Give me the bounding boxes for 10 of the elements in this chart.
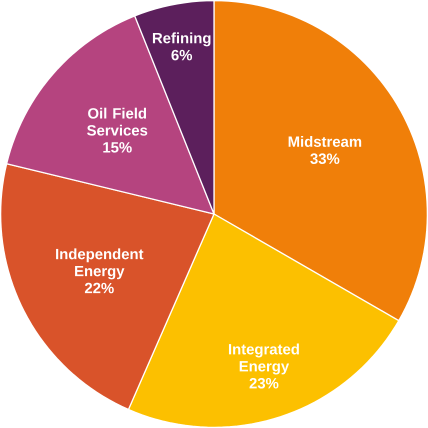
data-label: 23% [250, 378, 278, 389]
data-label: 6% [171, 50, 192, 60]
slice-label: Oil Field Services [87, 108, 148, 136]
data-label: 22% [84, 282, 114, 294]
slice-label: Refining [152, 32, 210, 46]
slice-label: Independent Energy [56, 248, 144, 280]
slice-label: Midstream [288, 136, 362, 147]
slice-label: Integrated Energy [228, 344, 299, 374]
data-label: 15% [103, 142, 132, 153]
data-label: 33% [310, 153, 340, 164]
